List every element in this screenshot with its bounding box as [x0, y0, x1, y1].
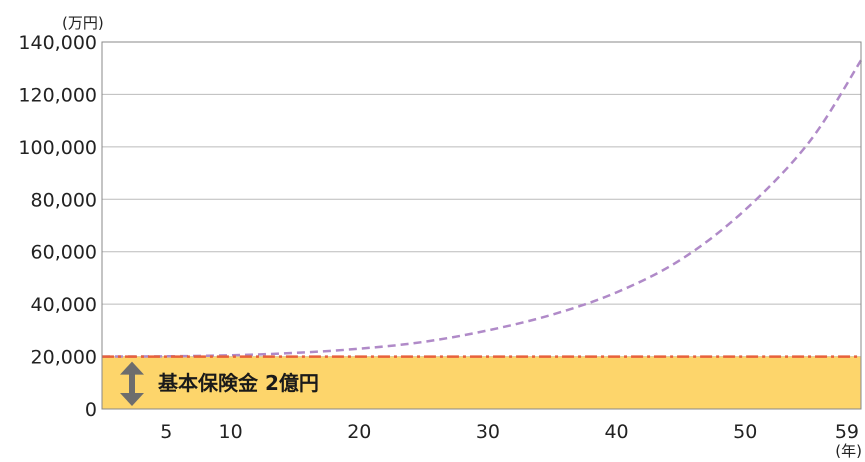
x-tick-labels: 5 10 20 30 40 50 59 — [160, 421, 859, 443]
y-tick-label: 120,000 — [18, 84, 97, 106]
base-insurance-band: 基本保険金 2億円 — [102, 356, 861, 409]
double-arrow-shaft — [129, 372, 135, 395]
plot-border — [101, 41, 862, 410]
y-tick-label: 140,000 — [18, 32, 97, 54]
band-label: 基本保険金 2億円 — [158, 371, 319, 395]
x-tick-label: 5 — [160, 421, 172, 443]
gridlines — [102, 41, 861, 358]
y-tick-label: 20,000 — [31, 347, 97, 369]
x-tick-label: 40 — [604, 421, 628, 443]
x-unit-label: (年) — [835, 442, 862, 460]
y-tick-label: 100,000 — [18, 137, 97, 159]
x-tick-label: 50 — [733, 421, 757, 443]
arrow-down-icon — [120, 393, 144, 406]
series-layer — [101, 59, 863, 358]
x-tick-label: 59 — [835, 421, 859, 443]
y-tick-label: 0 — [85, 399, 97, 421]
y-unit-label: (万円) — [62, 14, 104, 32]
series-line-0 — [101, 59, 863, 358]
arrow-up-icon — [120, 361, 144, 375]
y-tick-labels: 0 20,000 40,000 60,000 80,000 100,000 120,000 1… — [18, 32, 97, 421]
y-tick-label: 60,000 — [31, 242, 97, 264]
y-tick-label: 80,000 — [31, 189, 97, 211]
y-tick-label: 40,000 — [31, 294, 97, 316]
x-tick-label: 30 — [476, 421, 500, 443]
plot-frame — [101, 41, 862, 410]
x-tick-label: 20 — [347, 421, 371, 443]
x-tick-label: 10 — [219, 421, 243, 443]
band-fill — [102, 356, 861, 409]
